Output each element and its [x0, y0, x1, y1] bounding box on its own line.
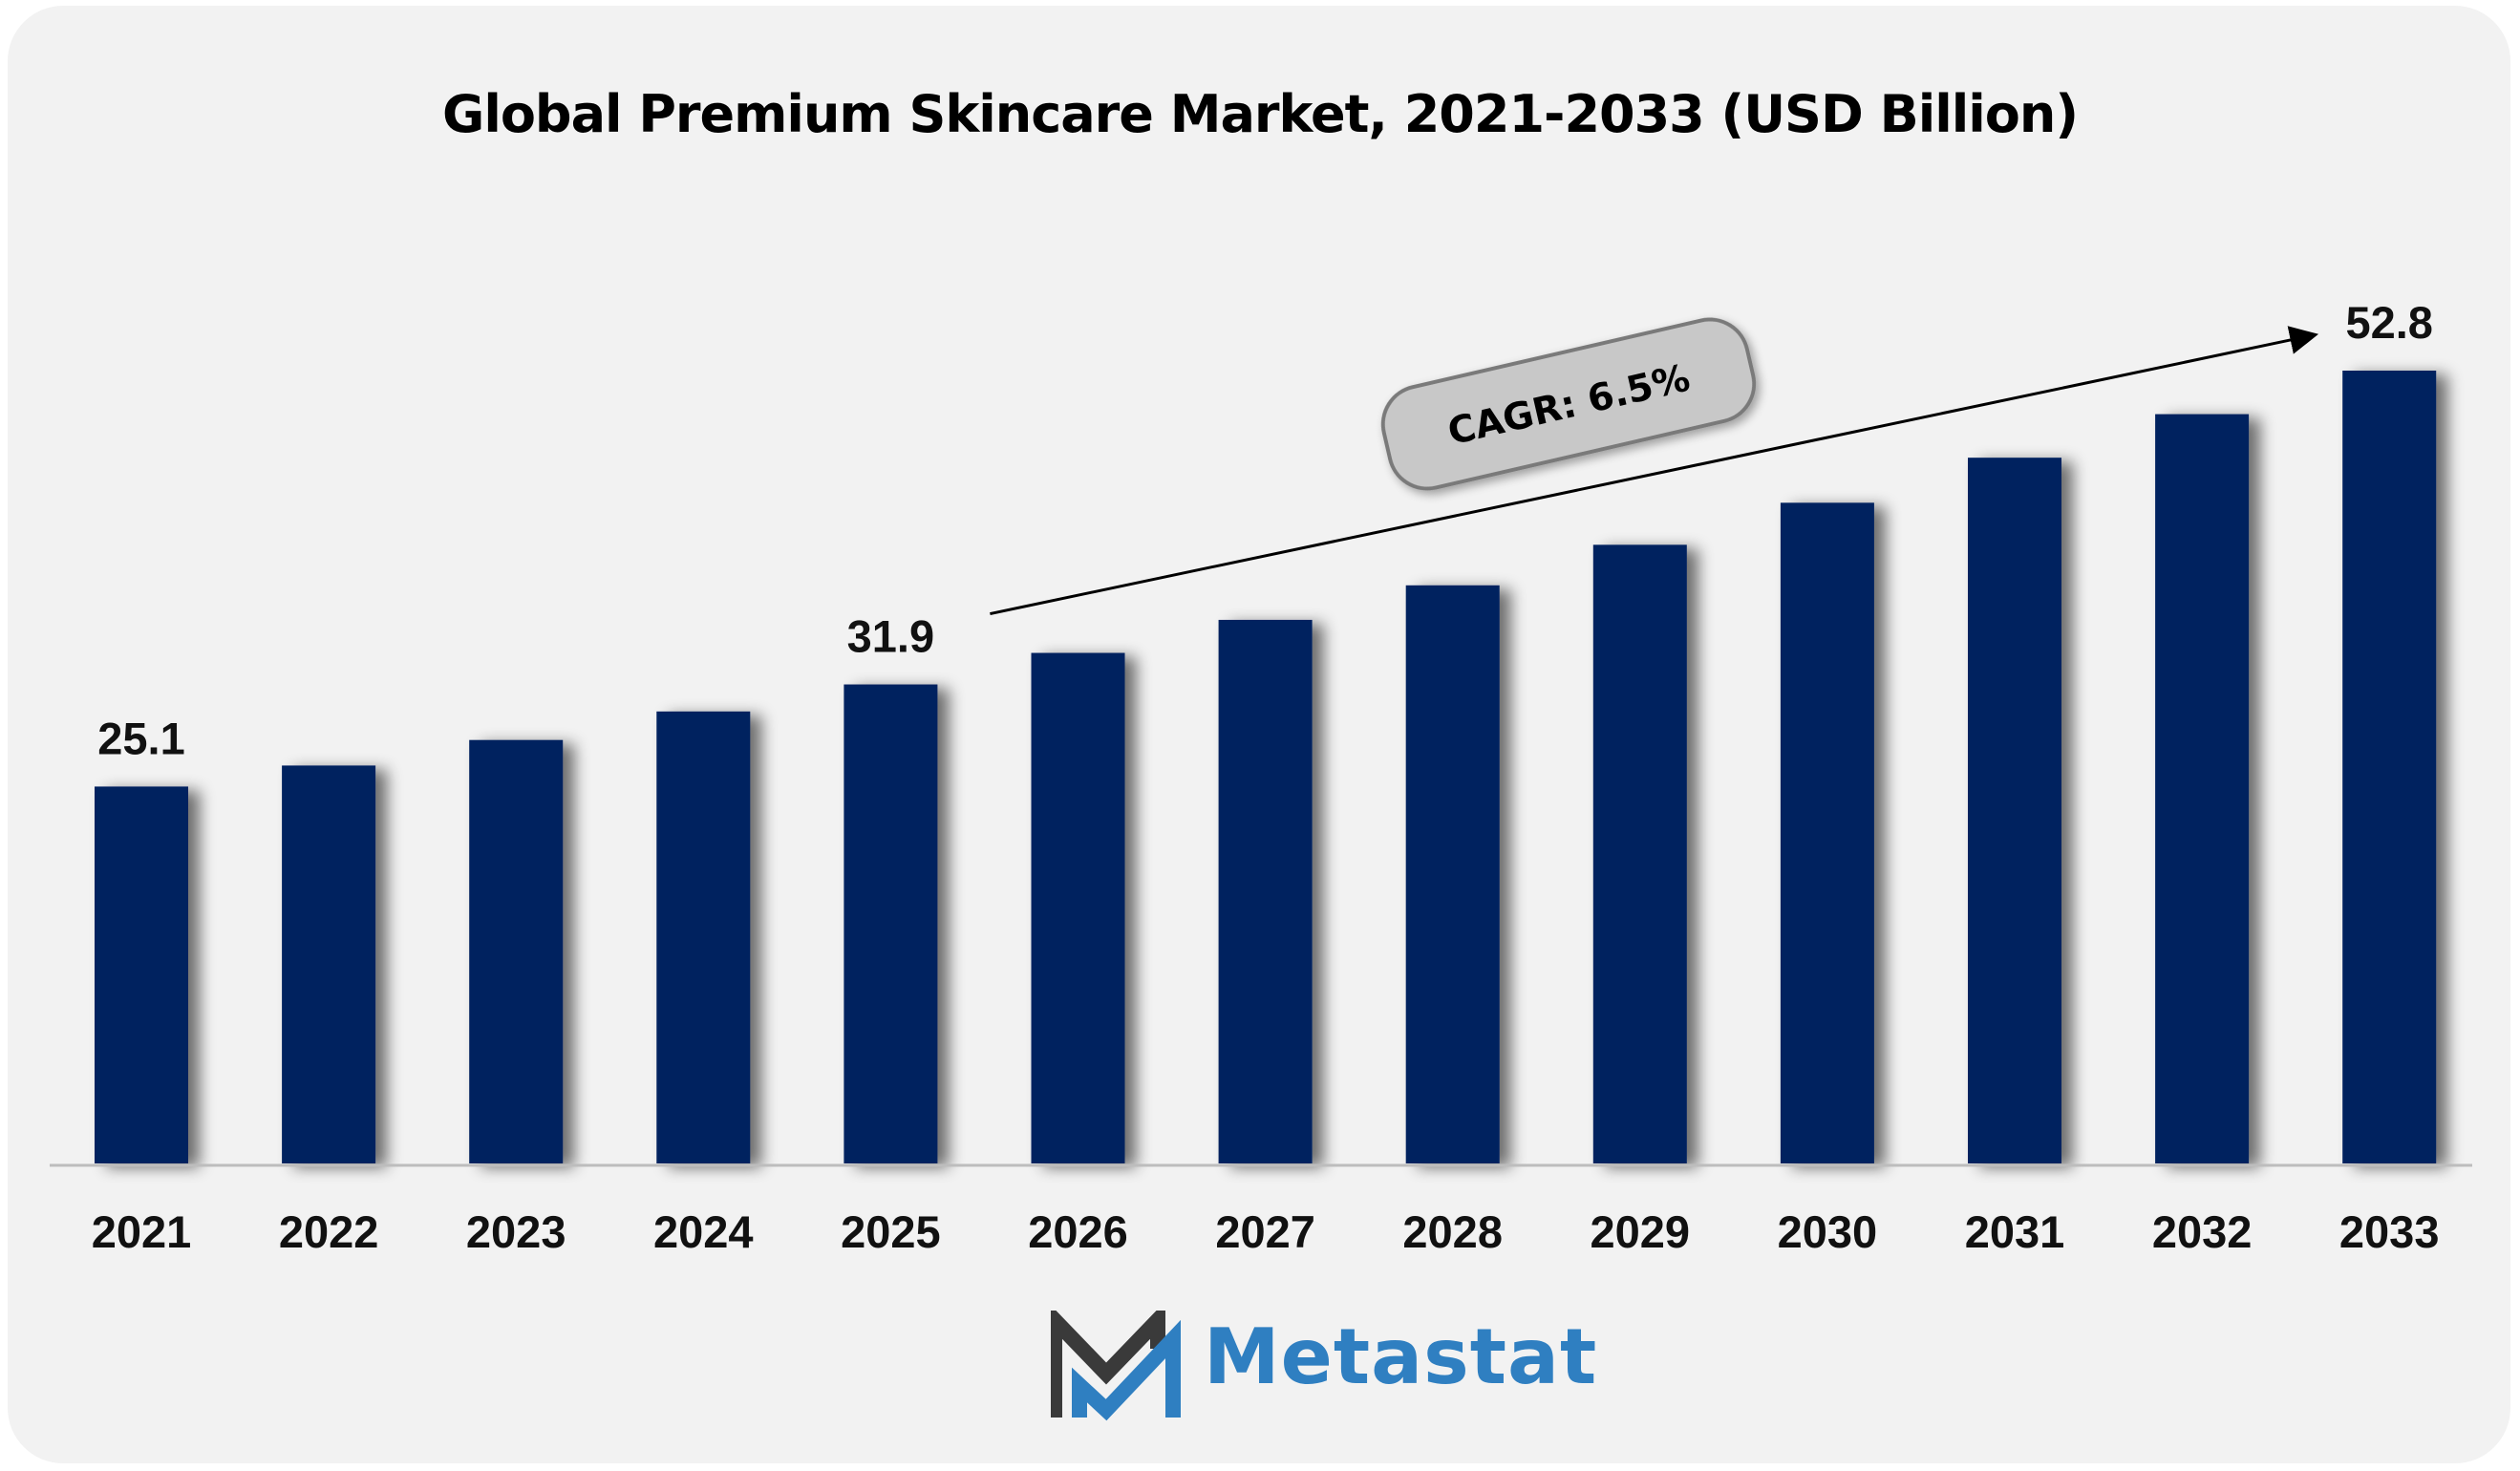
bar-2025 — [844, 684, 938, 1163]
bar-2028 — [1405, 585, 1500, 1163]
x-tick-label-2024: 2024 — [653, 1206, 754, 1257]
bar-2032 — [2155, 414, 2250, 1163]
bar-2024 — [656, 711, 751, 1163]
x-tick-label-2030: 2030 — [1778, 1206, 1878, 1257]
bar-2033 — [2342, 371, 2437, 1163]
data-label-2025: 31.9 — [847, 611, 934, 662]
x-tick-label-2025: 2025 — [841, 1206, 941, 1257]
x-tick-label-2022: 2022 — [279, 1206, 379, 1257]
x-tick-label-2029: 2029 — [1591, 1206, 1691, 1257]
chart-title: Global Premium Skincare Market, 2021-203… — [442, 84, 2079, 144]
data-label-2021: 25.1 — [97, 713, 184, 763]
cagr-arrow — [990, 326, 2319, 616]
bar-2022 — [282, 765, 376, 1163]
x-tick-label-2023: 2023 — [466, 1206, 566, 1257]
bar-2021 — [95, 786, 188, 1163]
x-tick-label-2021: 2021 — [92, 1206, 192, 1257]
x-tick-label-2032: 2032 — [2152, 1206, 2253, 1257]
data-label-2033: 52.8 — [2345, 297, 2432, 348]
x-tick-label-2026: 2026 — [1028, 1206, 1128, 1257]
bar-2023 — [469, 739, 564, 1163]
metastat-logo: Metastat — [1051, 1311, 1596, 1425]
x-tick-label-2033: 2033 — [2339, 1206, 2440, 1257]
bar-2031 — [1968, 458, 2061, 1163]
x-tick-label-2028: 2028 — [1402, 1206, 1503, 1257]
cagr-badge: CAGR: 6.5% — [1380, 317, 1757, 491]
metastat-logo-text: Metastat — [1204, 1312, 1598, 1401]
bar-2026 — [1031, 652, 1125, 1163]
bar-2027 — [1218, 619, 1313, 1163]
x-tick-label-2031: 2031 — [1965, 1206, 2065, 1257]
bar-2029 — [1592, 544, 1687, 1163]
metastat-logo-mark — [1051, 1311, 1181, 1421]
bar-2030 — [1780, 502, 1874, 1163]
x-tick-label-2027: 2027 — [1215, 1206, 1315, 1257]
